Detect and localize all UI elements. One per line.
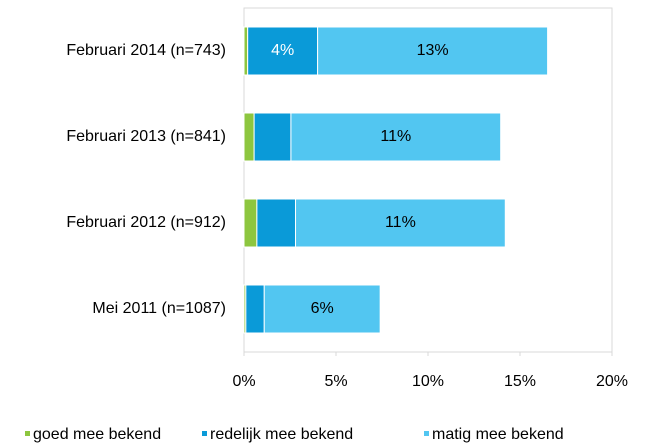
bar-segment [317, 26, 549, 76]
bar-segment [256, 198, 297, 248]
y-tick-label: Februari 2014 (n=743) [66, 42, 226, 59]
y-tick-label: Februari 2012 (n=912) [66, 214, 226, 231]
bar-segment [247, 26, 319, 76]
x-tick-label: 20% [596, 373, 628, 390]
value-label: 11% [380, 128, 411, 145]
legend-swatch [202, 431, 207, 436]
bar-segment [253, 112, 292, 162]
y-tick-label: Februari 2013 (n=841) [66, 128, 226, 145]
y-tick-label: Mei 2011 (n=1087) [92, 300, 226, 317]
bar-segment [243, 112, 255, 162]
value-label: 13% [417, 42, 449, 59]
legend-label: goed mee bekend [33, 426, 161, 443]
x-tick-label: 10% [412, 373, 444, 390]
bar-segment [245, 284, 265, 334]
x-tick-label: 15% [504, 373, 536, 390]
legend-label: matig mee bekend [432, 426, 564, 443]
bar-segment [243, 26, 249, 76]
value-label: 11% [385, 214, 416, 231]
x-tick-label: 5% [324, 373, 347, 390]
legend-swatch [25, 431, 30, 436]
legend-swatch [424, 431, 429, 436]
bar-segment [263, 284, 381, 334]
bar-segment [243, 198, 258, 248]
bar-segment [290, 112, 502, 162]
legend-label: redelijk mee bekend [210, 426, 353, 443]
bar-segment [295, 198, 506, 248]
value-label: 4% [271, 42, 294, 59]
value-label: 6% [311, 300, 334, 317]
x-tick-label: 0% [232, 373, 255, 390]
